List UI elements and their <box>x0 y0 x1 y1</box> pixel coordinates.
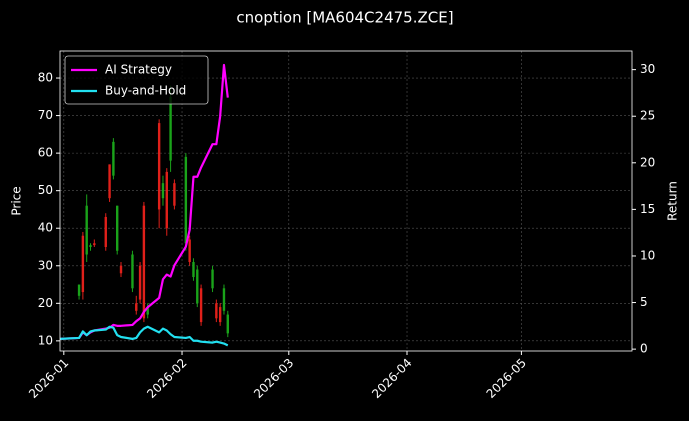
candle-body <box>192 262 195 278</box>
candle-body <box>184 156 188 244</box>
candle-body <box>77 284 81 296</box>
candle-body <box>226 314 229 334</box>
y2-tick-label: 10 <box>640 248 655 262</box>
y-tick-label: 20 <box>38 296 53 310</box>
y2-tick-label: 25 <box>640 109 655 123</box>
candle-body <box>215 303 218 319</box>
plot-frame <box>59 50 633 352</box>
legend-box <box>64 55 209 105</box>
candle-body <box>142 205 146 319</box>
candle-body <box>161 183 165 199</box>
y-axis-label: Price <box>10 186 24 215</box>
y-tick-label: 50 <box>38 183 53 197</box>
candle-body <box>188 239 191 263</box>
candle-body <box>135 303 138 311</box>
candle-body <box>211 269 214 289</box>
candle-body <box>169 96 172 161</box>
candle-body <box>81 235 85 293</box>
candle-body <box>112 141 115 176</box>
chart-title: cnoption [MA604C2475.ZCE] <box>236 9 453 27</box>
legend-label: AI Strategy <box>105 63 172 77</box>
y2-tick-label: 0 <box>640 342 648 356</box>
y2-tick-label: 5 <box>640 295 648 309</box>
candle-body <box>199 288 203 323</box>
candle-body <box>146 307 149 315</box>
candle-body <box>218 307 222 323</box>
candle-body <box>93 243 96 246</box>
y-tick-label: 70 <box>38 108 53 122</box>
y2-tick-label: 20 <box>640 155 655 169</box>
y2-tick-label: 15 <box>640 202 655 216</box>
candle-body <box>196 269 199 304</box>
candle-body <box>104 216 107 247</box>
candle-body <box>173 183 176 206</box>
candle-body <box>116 205 119 251</box>
candle-body <box>222 288 226 311</box>
candle-body <box>157 123 161 210</box>
y-tick-label: 10 <box>38 333 53 347</box>
candle-body <box>85 205 88 255</box>
candle-body <box>108 164 111 199</box>
candle-body <box>165 171 168 229</box>
y2-tick-label: 30 <box>640 62 655 76</box>
candle-body <box>119 265 123 274</box>
candle-body <box>131 254 134 289</box>
candle-body <box>138 265 142 300</box>
line-series <box>59 325 229 347</box>
y2-axis-label: Return <box>666 181 680 221</box>
candle-body <box>89 245 92 247</box>
y-tick-label: 40 <box>38 221 53 235</box>
y-tick-label: 60 <box>38 146 53 160</box>
y-tick-label: 80 <box>38 71 53 85</box>
legend-label: Buy-and-Hold <box>105 84 186 98</box>
y-tick-label: 30 <box>38 258 53 272</box>
